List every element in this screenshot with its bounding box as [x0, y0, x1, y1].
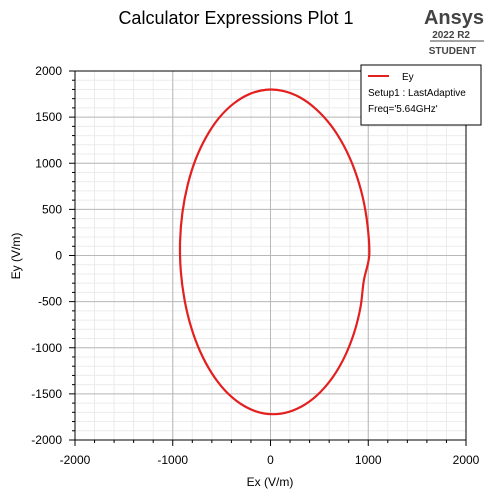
y-tick-label: -1000 [31, 341, 62, 355]
x-tick-label: 1000 [355, 453, 382, 467]
y-tick-label: 1000 [35, 156, 62, 170]
legend-entry-freq: Freq='5.64GHz' [368, 104, 438, 115]
y-tick-label: -500 [38, 295, 62, 309]
x-tick-label: 0 [267, 453, 274, 467]
brand-edition: STUDENT [429, 46, 476, 57]
x-tick-label: -1000 [157, 453, 188, 467]
y-axis-label: Ey (V/m) [9, 233, 23, 280]
y-tick-label: 1500 [35, 110, 62, 124]
legend-entry-setup: Setup1 : LastAdaptive [368, 88, 466, 99]
y-tick-label: 0 [55, 249, 62, 263]
legend-entry-series: Ey [402, 72, 414, 83]
y-tick-label: -2000 [31, 433, 62, 447]
series-line-ey [178, 88, 371, 416]
tick-marks [69, 70, 467, 446]
y-tick-label: -1500 [31, 387, 62, 401]
y-tick-label: 2000 [35, 64, 62, 78]
brand-name: Ansys [424, 7, 484, 29]
x-tick-labels: -2000 -1000 0 1000 2000 [60, 453, 480, 467]
x-tick-label: 2000 [453, 453, 480, 467]
y-tick-label: 500 [42, 202, 62, 216]
brand-version: 2022 R2 [432, 30, 470, 41]
chart-title: Calculator Expressions Plot 1 [118, 8, 353, 28]
x-axis-label: Ex (V/m) [247, 475, 294, 489]
y-tick-labels: -2000 -1500 -1000 -500 0 500 1000 1500 2000 [31, 64, 62, 447]
series-layer [178, 88, 371, 416]
legend: Ey Setup1 : LastAdaptive Freq='5.64GHz' [360, 64, 482, 126]
x-tick-label: -2000 [60, 453, 91, 467]
